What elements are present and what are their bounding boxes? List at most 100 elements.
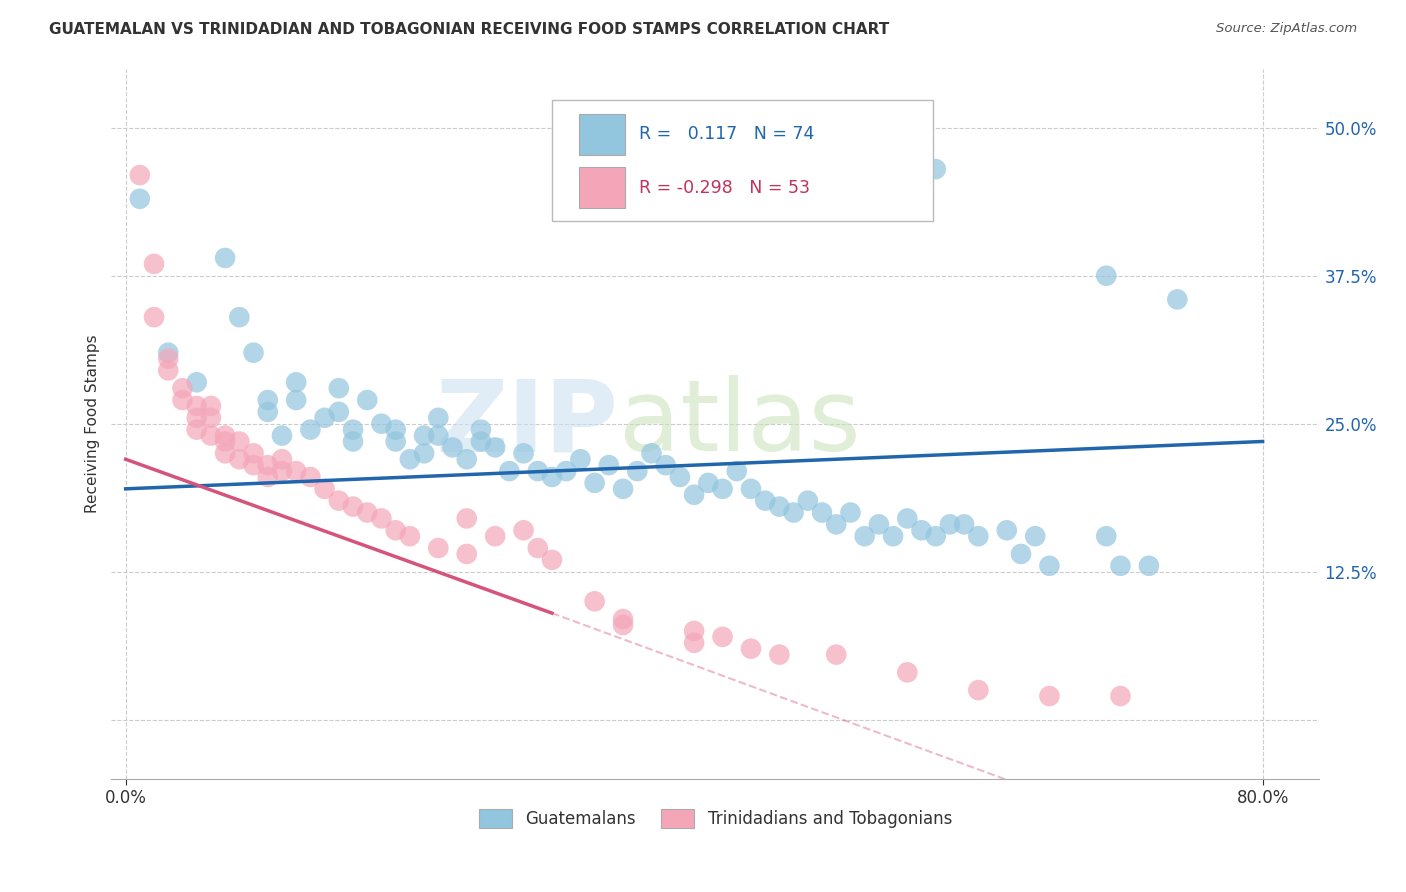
Point — [953, 517, 976, 532]
Point — [285, 392, 308, 407]
Point — [612, 612, 634, 626]
Point — [797, 493, 820, 508]
Point — [470, 423, 492, 437]
Point — [285, 464, 308, 478]
Point — [413, 446, 436, 460]
Point — [967, 529, 990, 543]
Point — [271, 428, 294, 442]
Point — [740, 482, 762, 496]
Point — [157, 351, 180, 366]
Point — [299, 423, 322, 437]
Point — [825, 517, 848, 532]
Point — [683, 636, 706, 650]
Point — [228, 310, 250, 325]
Point — [925, 529, 948, 543]
FancyBboxPatch shape — [553, 101, 932, 221]
Point — [1137, 558, 1160, 573]
Point — [256, 405, 278, 419]
Point — [1095, 529, 1118, 543]
Point — [214, 251, 236, 265]
Point — [484, 529, 506, 543]
Text: ZIP: ZIP — [436, 376, 619, 472]
Point — [186, 423, 208, 437]
Point — [725, 464, 748, 478]
Point — [1038, 689, 1060, 703]
Point — [356, 392, 378, 407]
Text: GUATEMALAN VS TRINIDADIAN AND TOBAGONIAN RECEIVING FOOD STAMPS CORRELATION CHART: GUATEMALAN VS TRINIDADIAN AND TOBAGONIAN… — [49, 22, 890, 37]
Point — [186, 410, 208, 425]
Point — [214, 434, 236, 449]
Point — [143, 257, 166, 271]
Point — [512, 523, 534, 537]
Point — [612, 618, 634, 632]
Point — [143, 310, 166, 325]
Point — [1109, 558, 1132, 573]
Point — [853, 529, 876, 543]
Point — [711, 630, 734, 644]
Point — [228, 434, 250, 449]
Point — [299, 470, 322, 484]
Bar — [579, 113, 624, 155]
Point — [526, 541, 548, 555]
Point — [186, 376, 208, 390]
Point — [242, 458, 264, 472]
Point — [370, 417, 392, 431]
Point — [441, 441, 464, 455]
Point — [583, 594, 606, 608]
Point — [740, 641, 762, 656]
Point — [214, 428, 236, 442]
Point — [356, 506, 378, 520]
Point — [811, 506, 834, 520]
Point — [526, 464, 548, 478]
Point — [157, 345, 180, 359]
Text: atlas: atlas — [619, 376, 860, 472]
Point — [242, 446, 264, 460]
Point — [939, 517, 962, 532]
Point — [612, 482, 634, 496]
Point — [328, 381, 350, 395]
Point — [242, 345, 264, 359]
Point — [200, 428, 222, 442]
Point — [256, 392, 278, 407]
Text: R =   0.117   N = 74: R = 0.117 N = 74 — [640, 125, 814, 144]
Point — [271, 452, 294, 467]
Point — [285, 376, 308, 390]
Y-axis label: Receiving Food Stamps: Receiving Food Stamps — [86, 334, 100, 513]
Point — [484, 441, 506, 455]
Point — [1166, 293, 1188, 307]
Point — [598, 458, 620, 472]
Point — [456, 452, 478, 467]
Point — [172, 392, 194, 407]
Point — [669, 470, 692, 484]
Point — [782, 506, 804, 520]
Point — [626, 464, 648, 478]
Point — [384, 523, 406, 537]
Point — [1010, 547, 1032, 561]
Point — [271, 464, 294, 478]
Point — [200, 399, 222, 413]
Point — [128, 168, 150, 182]
Point — [342, 434, 364, 449]
Point — [967, 683, 990, 698]
Point — [896, 511, 918, 525]
Point — [683, 624, 706, 638]
Point — [825, 648, 848, 662]
Point — [1095, 268, 1118, 283]
Point — [512, 446, 534, 460]
Point — [1024, 529, 1046, 543]
Point — [868, 517, 890, 532]
Legend: Guatemalans, Trinidadians and Tobagonians: Guatemalans, Trinidadians and Tobagonian… — [472, 802, 959, 835]
Point — [541, 553, 564, 567]
Point — [427, 428, 450, 442]
Point — [1038, 558, 1060, 573]
Point — [172, 381, 194, 395]
Point — [413, 428, 436, 442]
Point — [228, 452, 250, 467]
Point — [427, 410, 450, 425]
Point — [683, 488, 706, 502]
Point — [555, 464, 578, 478]
Point — [456, 547, 478, 561]
Point — [470, 434, 492, 449]
Point — [399, 452, 422, 467]
Point — [910, 523, 932, 537]
